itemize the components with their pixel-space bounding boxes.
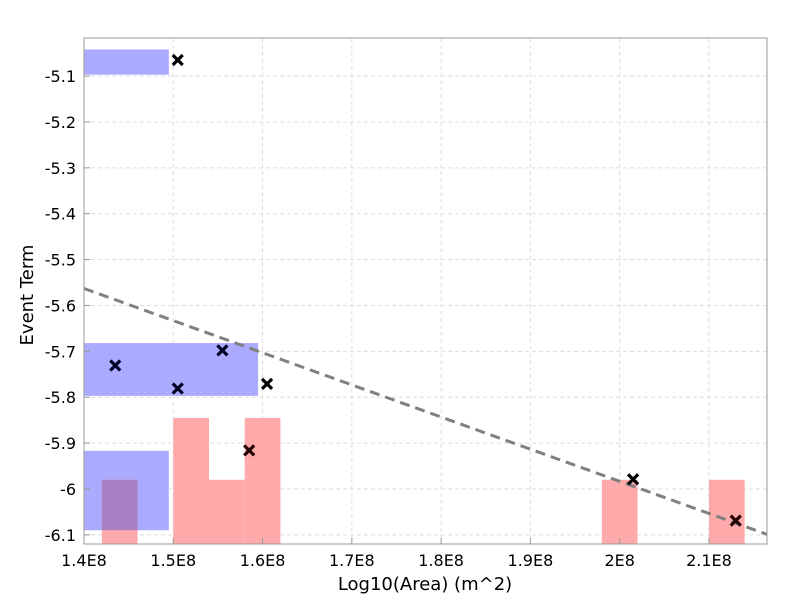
- x-axis-title: Log10(Area) (m^2): [338, 574, 512, 595]
- red-bin: [173, 417, 209, 544]
- data-point: [109, 359, 122, 372]
- data-point: [171, 382, 184, 395]
- x-tick-label: 1.8E8: [418, 551, 464, 570]
- x-tick-label: 1.6E8: [240, 551, 286, 570]
- y-tick-label: -5.6: [45, 296, 76, 315]
- data-point: [216, 344, 229, 357]
- y-tick-label: -6: [60, 480, 76, 499]
- y-tick-label: -5.4: [45, 205, 76, 224]
- y-tick-label: -5.1: [45, 67, 76, 86]
- x-tick-label: 1.5E8: [150, 551, 196, 570]
- y-tick-label: -5.9: [45, 434, 76, 453]
- data-point: [729, 514, 742, 527]
- data-point: [171, 53, 184, 67]
- red-bin: [708, 479, 745, 544]
- data-points: [109, 53, 742, 527]
- y-tick-label: -5.3: [45, 159, 76, 178]
- red-bin: [601, 479, 638, 544]
- y-tick-label: -6.1: [45, 526, 76, 545]
- red-bin: [208, 479, 245, 544]
- y-axis-ticks: -5.1 -5.2 -5.3 -5.4 -5.5 -5.6 -5.7 -5.8 -5.9 -6 -6…: [45, 67, 90, 545]
- data-point: [626, 473, 640, 486]
- data-point: [260, 377, 274, 391]
- overlap-region: [101, 479, 138, 531]
- x-tick-label: 1.4E8: [61, 551, 107, 570]
- x-axis-ticks: 1.4E8 1.5E8 1.6E8 1.7E8 1.8E8 1.9E8 2E8 2.1E8: [61, 538, 732, 570]
- plot-frame: [83, 37, 768, 545]
- x-tick-label: 1.7E8: [329, 551, 375, 570]
- blue-region: [84, 49, 169, 75]
- y-tick-label: -5.8: [45, 388, 76, 407]
- y-axis-title: Event Term: [17, 245, 38, 346]
- data-point: [243, 444, 256, 457]
- x-tick-label: 1.9E8: [508, 551, 554, 570]
- y-tick-label: -5.2: [45, 113, 76, 132]
- y-tick-label: -5.5: [45, 251, 76, 270]
- red-bin: [244, 417, 281, 544]
- overlap-regions: [101, 479, 138, 531]
- x-tick-label: 2E8: [604, 551, 634, 570]
- fit-line: [83, 287, 768, 536]
- x-tick-label: 2.1E8: [686, 551, 732, 570]
- y-tick-label: -5.7: [45, 342, 76, 361]
